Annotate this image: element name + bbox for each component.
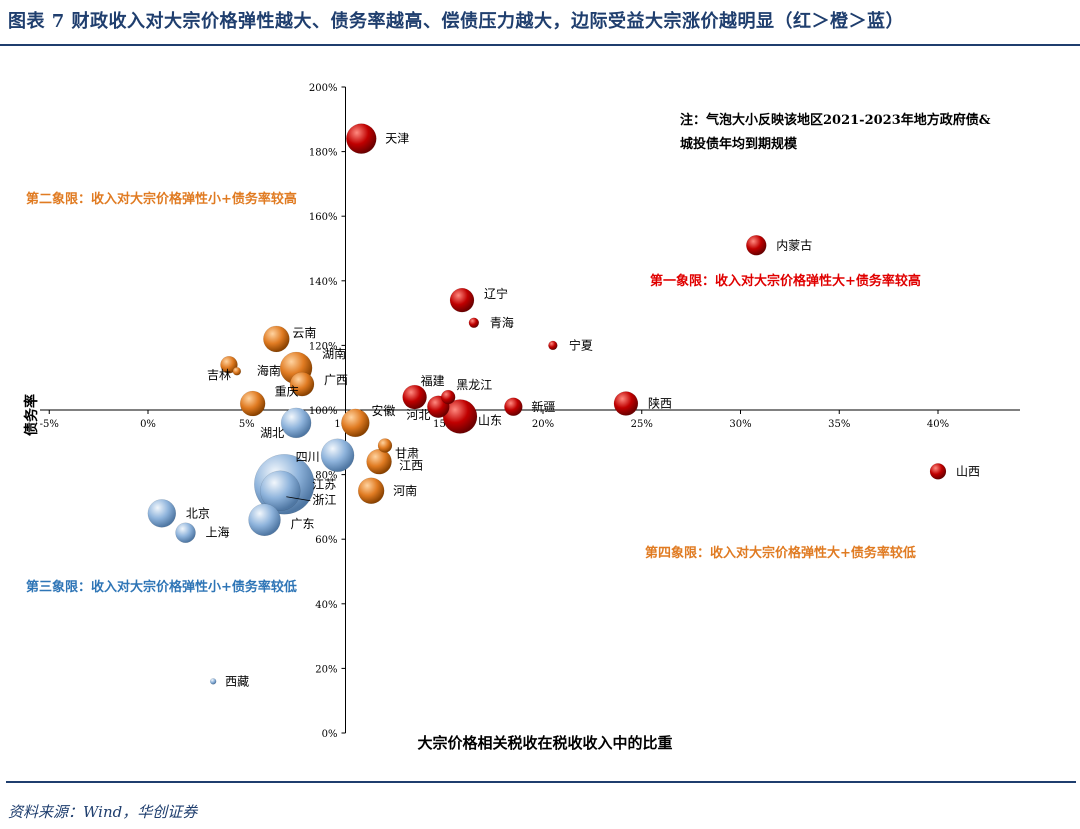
bubbles [147, 123, 947, 685]
quadrant-3-label: 第三象限：收入对大宗价格弹性小+债务率较低 [26, 580, 297, 595]
bubble-label-广东: 广东 [291, 517, 315, 531]
bubble-北京 [147, 499, 177, 528]
bubble-陕西 [613, 391, 639, 416]
source-note: 资料来源：Wind，华创证券 [8, 803, 198, 821]
x-tick-label: -5% [40, 419, 59, 430]
y-tick-label: 40% [315, 600, 337, 611]
bubble-福建 [402, 384, 427, 410]
bubble-四川 [320, 438, 355, 472]
bubble-天津 [346, 123, 377, 154]
bubble-label-上海: 上海 [206, 525, 230, 540]
bubble-西藏 [209, 678, 217, 685]
bubble-label-湖南: 湖南 [322, 346, 346, 361]
x-tick-label: 30% [729, 419, 751, 430]
bubble-山西 [929, 463, 947, 480]
axes: 0% 20% 40% 60% 80% 100% 120% 140% 160% 180% 200% -5… [23, 83, 1020, 752]
bubble-辽宁 [449, 287, 475, 313]
x-tick-label: 0% [140, 419, 156, 430]
bubble-云南 [263, 325, 290, 353]
bubble-label-新疆: 新疆 [531, 399, 555, 414]
title-bar: 图表 7 财政收入对大宗价格弹性越大、债务率越高、偿债压力越大，边际受益大宗涨价… [0, 0, 1080, 46]
x-tick-label: 5% [239, 419, 255, 430]
bubble-label-河南: 河南 [393, 483, 417, 498]
bottom-rule [6, 781, 1076, 783]
bubble-label-江西: 江西 [399, 459, 423, 473]
x-tick-label: 20% [532, 419, 554, 430]
bubble-label-西藏: 西藏 [225, 674, 249, 688]
bubble-label-黑龙江: 黑龙江 [456, 378, 492, 392]
bubble-label-四川: 四川 [296, 450, 320, 464]
note-line-2: 城投债年均到期规模 [680, 137, 798, 152]
x-tick-label: 40% [927, 419, 949, 430]
bubble-label-浙江: 浙江 [312, 493, 336, 507]
y-tick-label: 80% [315, 471, 337, 482]
bubble-广西 [289, 371, 315, 397]
y-tick-label: 120% [309, 341, 338, 352]
bubble-浙江 [260, 470, 301, 511]
bubble-label-广西: 广西 [324, 373, 348, 387]
bubble-上海 [175, 522, 196, 543]
bubble-label-山东: 山东 [478, 413, 502, 427]
bubble-广东 [248, 503, 281, 537]
bubble-label-河北: 河北 [406, 408, 430, 422]
bubble-黑龙江 [440, 389, 456, 405]
bubble-安徽 [341, 408, 370, 438]
bubble-青海 [468, 317, 480, 329]
bubble-label-吉林: 吉林 [207, 368, 231, 382]
bubble-湖北 [280, 407, 312, 439]
y-tick-label: 180% [309, 148, 338, 159]
note-line-1: 注：气泡大小反映该地区2021-2023年地方政府债& [680, 113, 991, 128]
y-tick-label: 60% [315, 535, 337, 546]
bubble-江西 [366, 448, 392, 475]
y-tick-label: 0% [322, 729, 338, 740]
bubble-label-湖北: 湖北 [260, 425, 284, 440]
chart-title: 图表 7 财政收入对大宗价格弹性越大、债务率越高、偿债压力越大，边际受益大宗涨价… [8, 11, 905, 32]
bubble-label-甘肃: 甘肃 [395, 447, 419, 461]
bubble-label-江苏: 江苏 [312, 477, 336, 491]
x-tick-label: 25% [631, 419, 653, 430]
quadrant-1-label: 第一象限：收入对大宗价格弹性大+债务率较高 [650, 274, 921, 289]
bubble-label-内蒙古: 内蒙古 [776, 237, 812, 252]
bubble-label-山西: 山西 [956, 464, 980, 478]
bubble-河南 [357, 477, 385, 504]
bubble-label-安徽: 安徽 [371, 403, 395, 418]
bubble-label-北京: 北京 [186, 506, 210, 520]
x-axis-title: 大宗价格相关税收在税收收入中的比重 [417, 734, 672, 752]
bubble-海南 [232, 366, 242, 376]
leader-line-浙江 [286, 496, 311, 502]
y-tick-label: 100% [309, 406, 338, 417]
bubble-内蒙古 [746, 235, 767, 256]
bubble-重庆 [239, 390, 266, 417]
y-tick-label: 200% [309, 83, 338, 94]
bubble-甘肃 [377, 438, 393, 453]
x-tick-label: 15% [433, 419, 455, 430]
bubble-label-陕西: 陕西 [648, 396, 672, 411]
bubble-label-辽宁: 辽宁 [484, 286, 508, 301]
bubble-label-青海: 青海 [490, 315, 514, 330]
bubble-新疆 [504, 397, 523, 417]
y-tick-label: 160% [309, 212, 338, 223]
bubble-label-宁夏: 宁夏 [569, 337, 593, 352]
bubble-label-云南: 云南 [292, 325, 316, 340]
bubble-吉林 [220, 356, 238, 374]
bubble-label-福建: 福建 [421, 373, 445, 388]
quadrant-2-label: 第二象限：收入对大宗价格弹性小+债务率较高 [26, 192, 297, 207]
y-tick-label: 140% [309, 277, 338, 288]
bubble-label-海南: 海南 [257, 363, 281, 378]
bubble-label-重庆: 重庆 [275, 385, 299, 399]
quadrant-4-label: 第四象限：收入对大宗价格弹性大+债务率较低 [645, 546, 916, 561]
y-axis-title: 债务率 [23, 394, 40, 436]
x-tick-label: 35% [828, 419, 850, 430]
y-tick-label: 20% [315, 664, 337, 675]
bubble-label-天津: 天津 [385, 132, 409, 146]
bubble-宁夏 [548, 340, 558, 351]
